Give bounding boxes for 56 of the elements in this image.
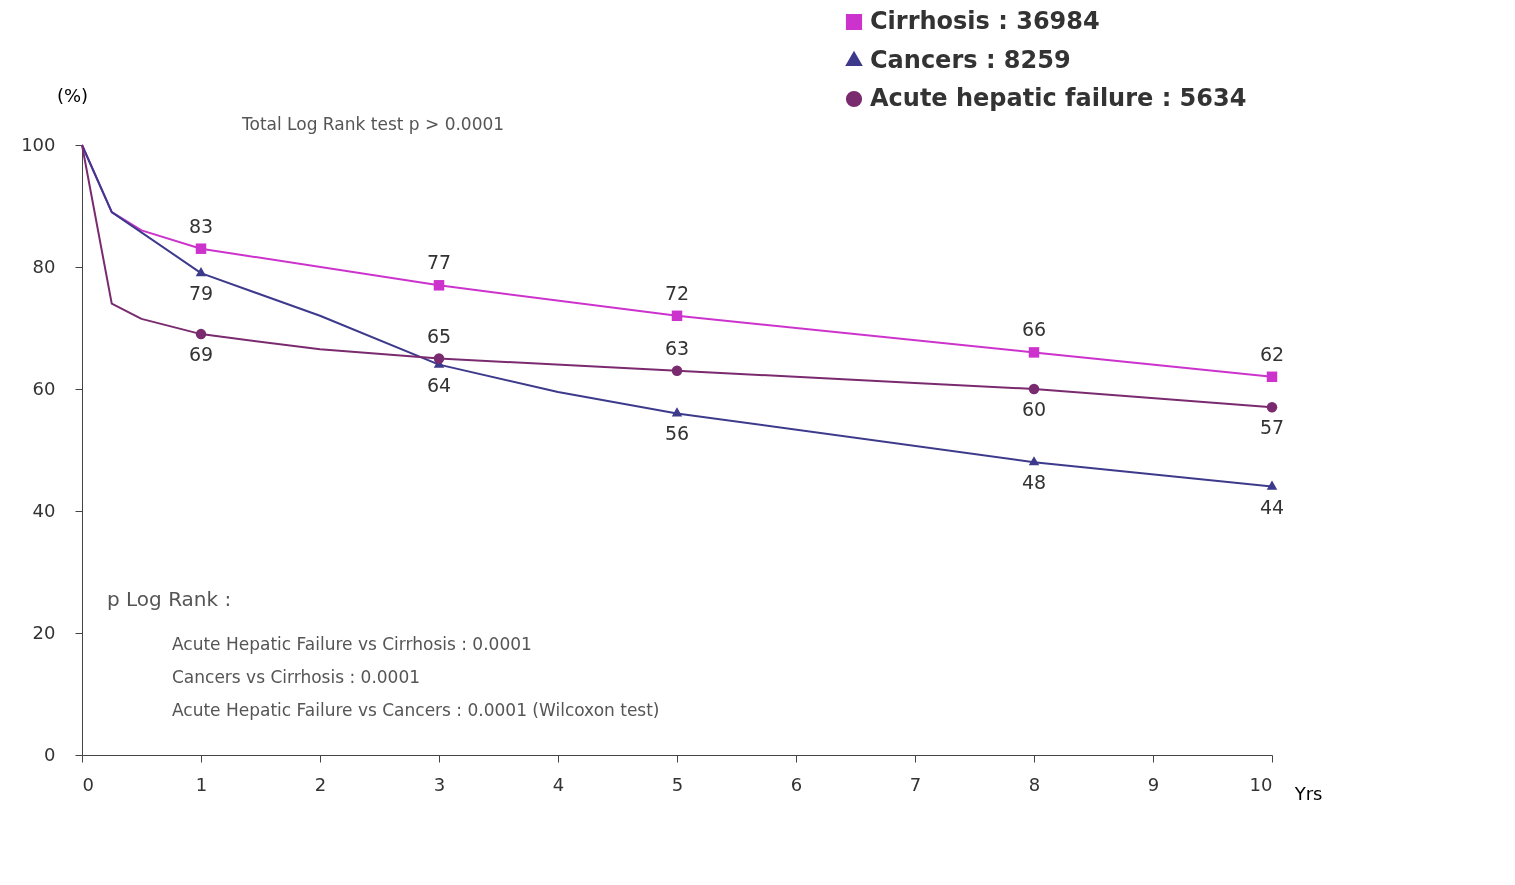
y-tick-label: 0 (44, 743, 56, 765)
y-axis-title: (%) (56, 84, 89, 106)
point (1028, 347, 1040, 358)
point (1266, 371, 1278, 383)
x-tick-label: 3 (433, 773, 446, 795)
y-tick-label: 60 (32, 377, 56, 399)
x-axis-title: Yrs (1293, 782, 1323, 804)
x-tick-label: 6 (790, 773, 803, 795)
point (1028, 383, 1040, 395)
x-tick-label: 8 (1028, 773, 1041, 795)
data-label: 69 (188, 343, 214, 366)
y-tick-label: 40 (32, 499, 56, 521)
legend-label: Acute hepatic failure : 5634 (870, 84, 1247, 112)
data-label: 72 (664, 281, 690, 304)
annotation: p Log Rank : (107, 587, 232, 611)
y-tick-label: 80 (32, 255, 56, 277)
x-tick-label: 10 (1249, 773, 1273, 795)
legend-label: Cirrhosis : 36984 (870, 7, 1100, 35)
data-label: 62 (1259, 342, 1285, 365)
legend-label: Cancers : 8259 (870, 46, 1071, 74)
data-label: 77 (426, 251, 452, 274)
data-label: 63 (664, 336, 690, 359)
data-label: 57 (1259, 416, 1285, 439)
data-label: 79 (188, 282, 214, 305)
x-tick-label: 5 (671, 773, 684, 795)
text: Total Log Rank test p > 0.0001 (241, 114, 505, 134)
data-label: 66 (1021, 318, 1047, 341)
point (671, 365, 683, 376)
annotation: Acute Hepatic Failure vs Cancers : 0.0001 (Wilcoxon test) (172, 700, 660, 720)
x-tick-label: 2 (314, 773, 327, 795)
annotation: Cancers vs Cirrhosis : 0.0001 (172, 667, 421, 687)
annotation: Acute Hepatic Failure vs Cirrhosis : 0.0001 (172, 634, 532, 654)
x-tick-label: 1 (195, 773, 208, 795)
x-tick-label: 4 (552, 773, 565, 795)
point (195, 328, 207, 340)
data-label: 65 (426, 324, 452, 347)
point (671, 407, 683, 417)
point (1266, 402, 1278, 413)
point (195, 267, 207, 277)
point (1266, 480, 1278, 490)
data-label: 48 (1021, 471, 1047, 494)
data-label: 83 (188, 214, 214, 237)
point (433, 280, 445, 291)
data-label: 60 (1021, 398, 1047, 420)
data-label: 44 (1259, 495, 1285, 518)
x-tick-label: 9 (1147, 773, 1160, 795)
point (671, 310, 683, 322)
x-tick-label: 7 (909, 773, 922, 795)
y-tick-label: 20 (32, 621, 56, 643)
y-tick-label: 100 (21, 133, 56, 155)
x-tick-label: 0 (82, 773, 94, 795)
point (1028, 456, 1040, 466)
point (433, 353, 445, 364)
data-label: 56 (664, 422, 690, 445)
point (195, 243, 207, 254)
data-label: 64 (426, 373, 452, 396)
